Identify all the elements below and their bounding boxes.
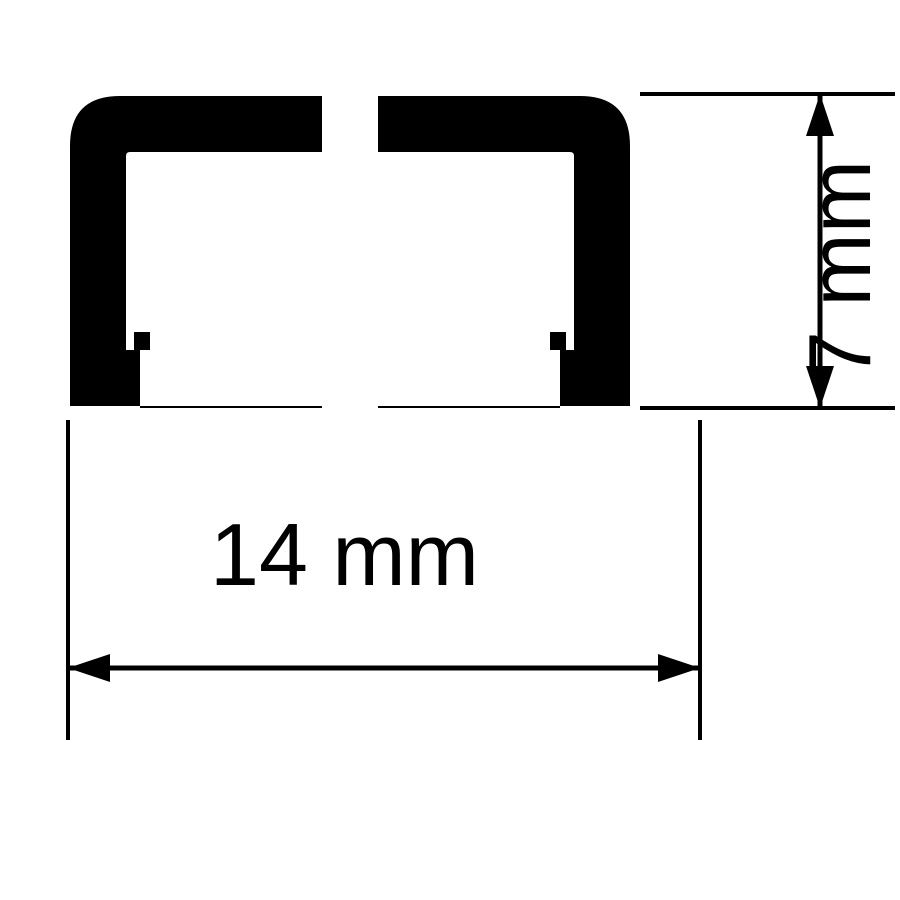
vdim-label: 7 mm [790, 160, 889, 380]
dimension-diagram: 14 mm 7 mm [0, 0, 900, 900]
rail-profile [70, 96, 630, 408]
hdim-label: 14 mm [210, 505, 479, 604]
horizontal-dimension: 14 mm [68, 420, 700, 740]
vertical-dimension: 7 mm [640, 94, 895, 408]
